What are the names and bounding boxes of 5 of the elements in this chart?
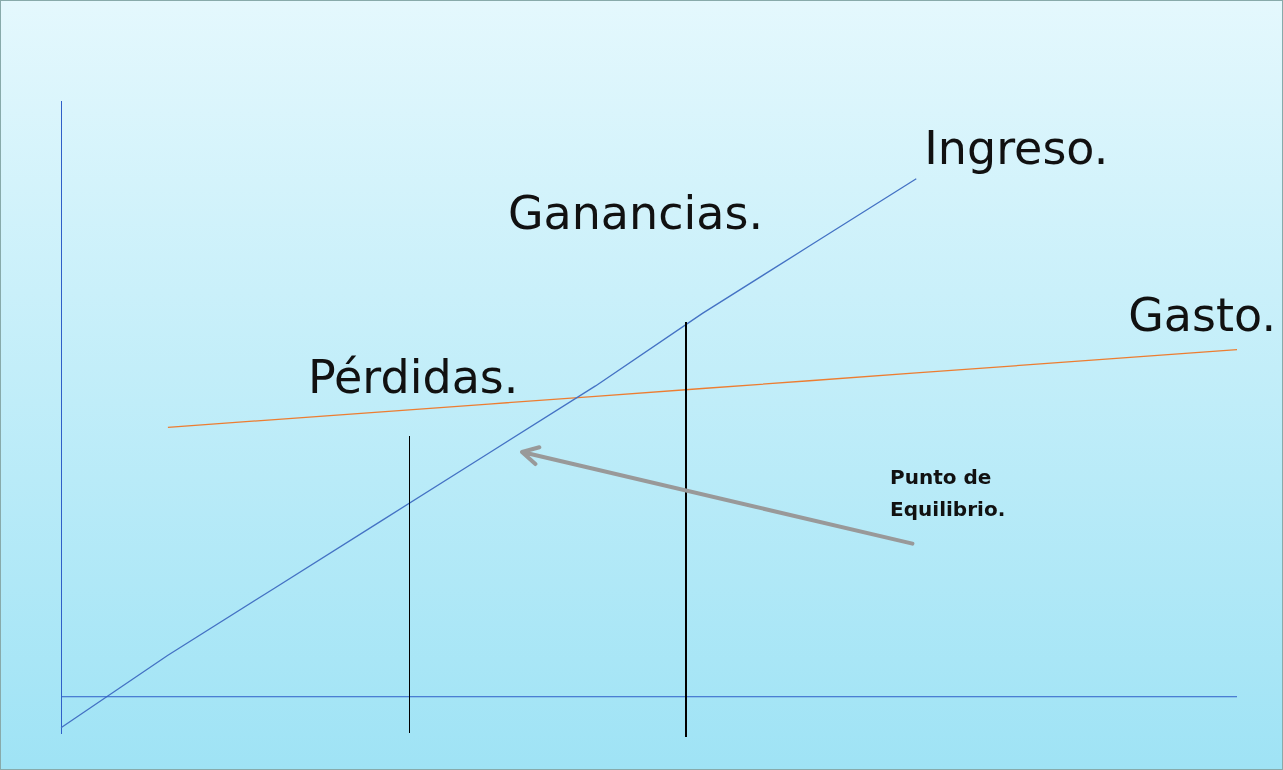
annotation: Ganancias. <box>507 184 764 242</box>
annotation: Pérdidas. <box>307 349 519 407</box>
series-label: Gasto. <box>1128 287 1276 342</box>
annotation: Punto de Equilibrio. <box>890 464 1006 524</box>
series-label: Ingreso. <box>924 120 1109 175</box>
